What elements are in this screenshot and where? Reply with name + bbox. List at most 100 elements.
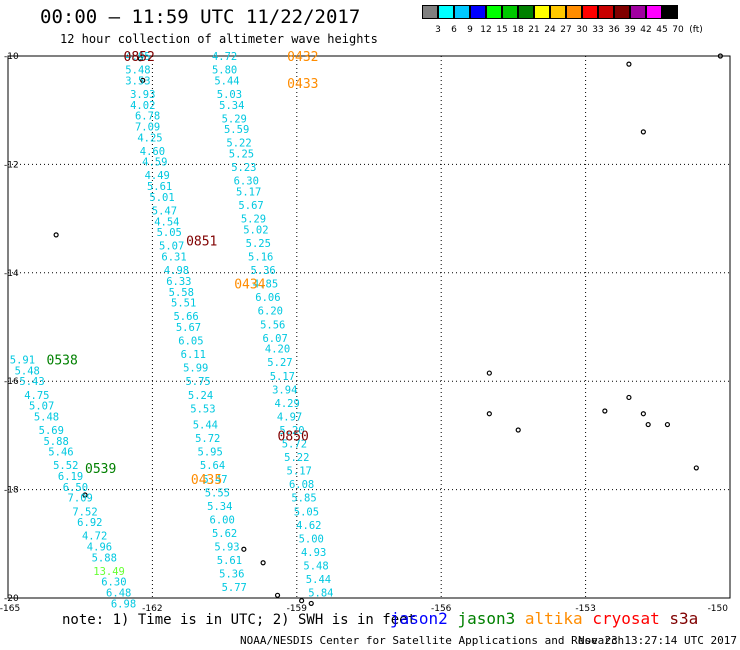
island-marker [137, 56, 143, 62]
legend-swatch [422, 5, 438, 19]
wave-height-label: 5.67 [176, 322, 201, 334]
y-tick-label: -14 [4, 269, 19, 279]
wave-height-label: 4.98 [164, 265, 189, 277]
island-marker [274, 592, 281, 598]
legend-swatch [438, 5, 454, 19]
wave-height-label: 6.00 [210, 514, 235, 526]
wave-height-label: 5.05 [157, 227, 182, 239]
wave-height-label: 5.34 [207, 501, 232, 513]
wave-height-label: 4.85 [253, 279, 278, 291]
wave-height-label: 4.29 [275, 398, 300, 410]
wave-height-label: 4.49 [145, 170, 170, 182]
wave-height-label: 4.95 [125, 51, 150, 63]
wave-height-label: 5.80 [212, 65, 237, 77]
wave-height-label: 4.59 [142, 157, 167, 169]
track-time-label: 0538 [47, 354, 78, 369]
wave-height-label: 5.72 [195, 433, 220, 445]
wave-height-label: 5.52 [53, 460, 78, 472]
wave-height-label: 5.48 [125, 65, 150, 77]
wave-height-label: 5.84 [308, 588, 333, 600]
island-marker [299, 598, 305, 604]
wave-height-label: 5.48 [303, 560, 328, 572]
island-marker [486, 370, 492, 376]
legend-swatch [630, 5, 646, 19]
x-tick-label: -153 [575, 604, 595, 614]
legend-swatch [550, 5, 566, 19]
wave-height-label: 4.25 [137, 132, 162, 144]
wave-height-label: 4.72 [82, 531, 107, 543]
wave-height-label: 5.23 [231, 162, 256, 174]
wave-height-label: 5.01 [149, 192, 174, 204]
wave-height-label: 6.06 [255, 292, 280, 304]
wave-height-label: 5.36 [219, 569, 244, 581]
island-marker [717, 53, 723, 59]
wave-height-label: 5.48 [15, 365, 40, 377]
legend-label: 42 [640, 25, 652, 35]
x-tick-label: -165 [0, 604, 20, 614]
wave-height-label: 5.46 [48, 447, 73, 459]
wave-height-label: 5.34 [219, 100, 244, 112]
wave-height-label: 5.48 [34, 411, 59, 423]
legend-swatch [534, 5, 550, 19]
wave-height-label: 4.20 [265, 344, 290, 356]
wave-height-label: 6.30 [101, 577, 126, 589]
y-tick-label: -18 [4, 486, 19, 496]
wave-height-label: 3.53 [125, 75, 150, 87]
legend-label: 6 [451, 25, 457, 35]
wave-height-label: 5.58 [169, 287, 194, 299]
wave-height-label: 6.19 [58, 471, 83, 483]
island-marker [140, 77, 146, 83]
wave-height-label: 7.09 [135, 121, 160, 133]
wave-height-label: 5.93 [214, 542, 239, 554]
x-tick-label: -150 [708, 604, 729, 614]
wave-height-label: 6.20 [258, 306, 283, 318]
legend-swatch [518, 5, 534, 19]
track-time-label: 0432 [287, 50, 318, 65]
legend-label: 30 [576, 25, 588, 35]
island-marker [260, 560, 266, 566]
legend-unit: (ft) [689, 25, 703, 35]
wave-height-label: 4.60 [140, 146, 165, 158]
footer-note: note: 1) Time is in UTC; 2) SWH is in fe… [62, 612, 417, 628]
wave-height-label: 6.07 [262, 333, 287, 345]
legend-label: 15 [496, 25, 508, 35]
legend-swatch [614, 5, 630, 19]
wave-height-label: 5.69 [39, 425, 64, 437]
island-marker [640, 129, 646, 135]
track-time-label: 0852 [124, 50, 155, 65]
island-marker [515, 427, 521, 433]
wave-height-label: 5.20 [279, 425, 304, 437]
track-time-label: 0850 [278, 429, 309, 444]
legend-swatch [566, 5, 582, 19]
island-marker [602, 408, 608, 414]
legend-swatch [598, 5, 614, 19]
legend-swatch [470, 5, 486, 19]
legend-label: 33 [592, 25, 604, 35]
wave-height-label: 5.95 [198, 447, 223, 459]
wave-height-label: 5.00 [299, 533, 324, 545]
legend-swatch [486, 5, 502, 19]
wave-height-label: 5.67 [238, 200, 263, 212]
island-marker [645, 421, 651, 428]
island-marker [53, 232, 59, 238]
wave-height-label: 6.92 [77, 517, 102, 529]
island-marker [664, 421, 671, 428]
legend-swatch [646, 5, 662, 19]
wave-height-label: 5.62 [212, 528, 237, 540]
wave-height-label: 5.05 [294, 506, 319, 518]
wave-height-label: 5.03 [217, 89, 242, 101]
wave-height-label: 5.72 [282, 439, 307, 451]
wave-height-label: 6.33 [166, 276, 191, 288]
wave-height-label: 5.43 [19, 376, 44, 388]
footer-timestamp: Nov 23 13:27:14 UTC 2017 [578, 634, 737, 647]
y-tick-label: -10 [4, 52, 19, 62]
wave-height-label: 6.11 [181, 349, 206, 361]
wave-height-label: 6.78 [135, 111, 160, 123]
wave-height-label: 6.48 [106, 588, 131, 600]
wave-height-label: 3.94 [272, 384, 297, 396]
legend-label: 39 [624, 25, 636, 35]
legend-label: 18 [512, 25, 524, 35]
wave-height-label: 4.96 [87, 542, 112, 554]
island-marker [626, 61, 632, 67]
